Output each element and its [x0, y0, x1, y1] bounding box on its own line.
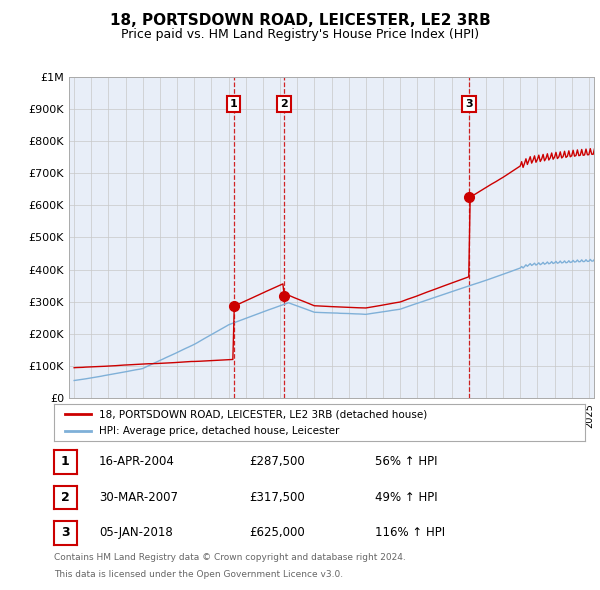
Text: 3: 3 [465, 99, 473, 109]
Text: 1: 1 [61, 455, 70, 468]
Text: 3: 3 [61, 526, 70, 539]
Text: 1: 1 [230, 99, 238, 109]
Text: 116% ↑ HPI: 116% ↑ HPI [375, 526, 445, 539]
Text: This data is licensed under the Open Government Licence v3.0.: This data is licensed under the Open Gov… [54, 570, 343, 579]
Text: 30-MAR-2007: 30-MAR-2007 [99, 491, 178, 504]
Text: 56% ↑ HPI: 56% ↑ HPI [375, 455, 437, 468]
Text: Contains HM Land Registry data © Crown copyright and database right 2024.: Contains HM Land Registry data © Crown c… [54, 553, 406, 562]
Text: 2: 2 [280, 99, 288, 109]
Text: Price paid vs. HM Land Registry's House Price Index (HPI): Price paid vs. HM Land Registry's House … [121, 28, 479, 41]
Text: £625,000: £625,000 [249, 526, 305, 539]
Text: 2: 2 [61, 491, 70, 504]
Text: £287,500: £287,500 [249, 455, 305, 468]
Text: 05-JAN-2018: 05-JAN-2018 [99, 526, 173, 539]
Text: 49% ↑ HPI: 49% ↑ HPI [375, 491, 437, 504]
Text: 18, PORTSDOWN ROAD, LEICESTER, LE2 3RB (detached house): 18, PORTSDOWN ROAD, LEICESTER, LE2 3RB (… [99, 409, 427, 419]
Text: £317,500: £317,500 [249, 491, 305, 504]
Text: 16-APR-2004: 16-APR-2004 [99, 455, 175, 468]
Text: HPI: Average price, detached house, Leicester: HPI: Average price, detached house, Leic… [99, 426, 340, 436]
Text: 18, PORTSDOWN ROAD, LEICESTER, LE2 3RB: 18, PORTSDOWN ROAD, LEICESTER, LE2 3RB [110, 13, 490, 28]
